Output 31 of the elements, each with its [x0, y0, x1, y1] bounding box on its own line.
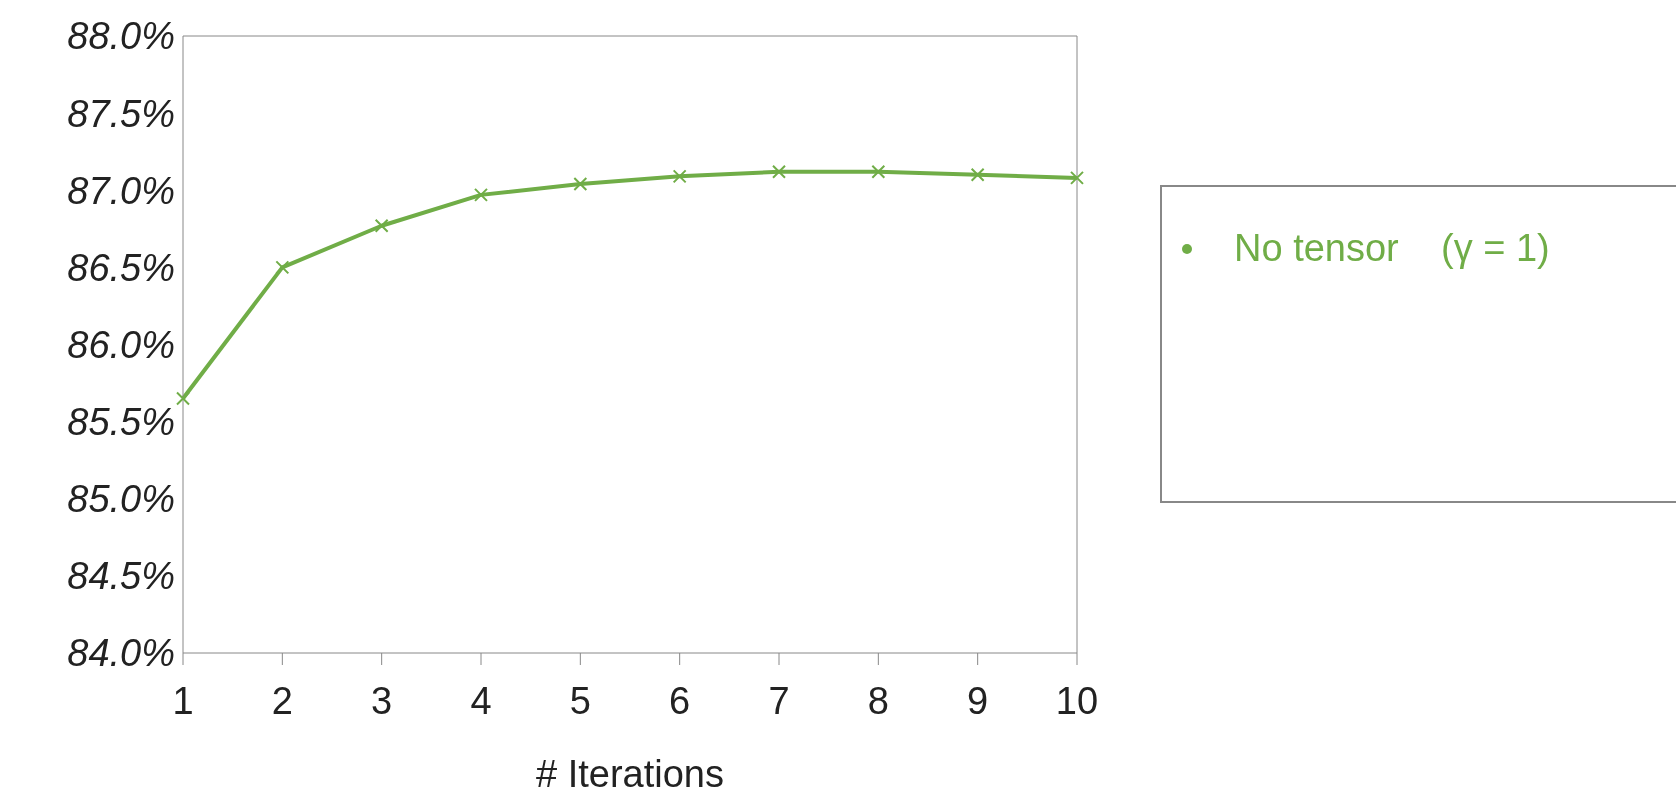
point	[176, 391, 190, 406]
x-tick-label: 5	[569, 679, 591, 722]
x-tick-label: 4	[470, 679, 492, 722]
y-tick-label: 85.0%	[67, 478, 175, 521]
x-tick-label: 8	[867, 679, 889, 722]
x-tick-label: 9	[967, 679, 989, 722]
point	[474, 187, 488, 202]
y-tick-label: 84.0%	[67, 632, 175, 675]
point	[1070, 170, 1084, 185]
point	[374, 218, 389, 233]
point	[573, 177, 588, 192]
point	[970, 167, 985, 182]
y-tick-label: 86.5%	[67, 246, 175, 289]
point	[871, 164, 886, 179]
x-tick-label: 6	[669, 679, 691, 722]
x-tick-label: 10	[1055, 679, 1099, 722]
point	[275, 260, 290, 275]
x-tick-label: 1	[172, 679, 194, 722]
point	[672, 169, 687, 184]
y-tick-label: 88.0%	[67, 15, 175, 58]
y-tick-label: 85.5%	[67, 401, 175, 444]
x-tick-label: 3	[371, 679, 393, 722]
x-axis-title: # Iterations	[536, 753, 724, 795]
legend-label: No tensor (γ = 1)	[1234, 227, 1550, 270]
x-tick-label: 7	[768, 679, 790, 722]
y-tick-label: 87.5%	[67, 92, 175, 135]
y-tick-label: 84.5%	[67, 555, 175, 598]
point	[772, 164, 786, 179]
x-tick-label: 2	[271, 679, 293, 722]
y-tick-label: 86.0%	[67, 323, 175, 366]
y-tick-label: 87.0%	[67, 169, 175, 212]
